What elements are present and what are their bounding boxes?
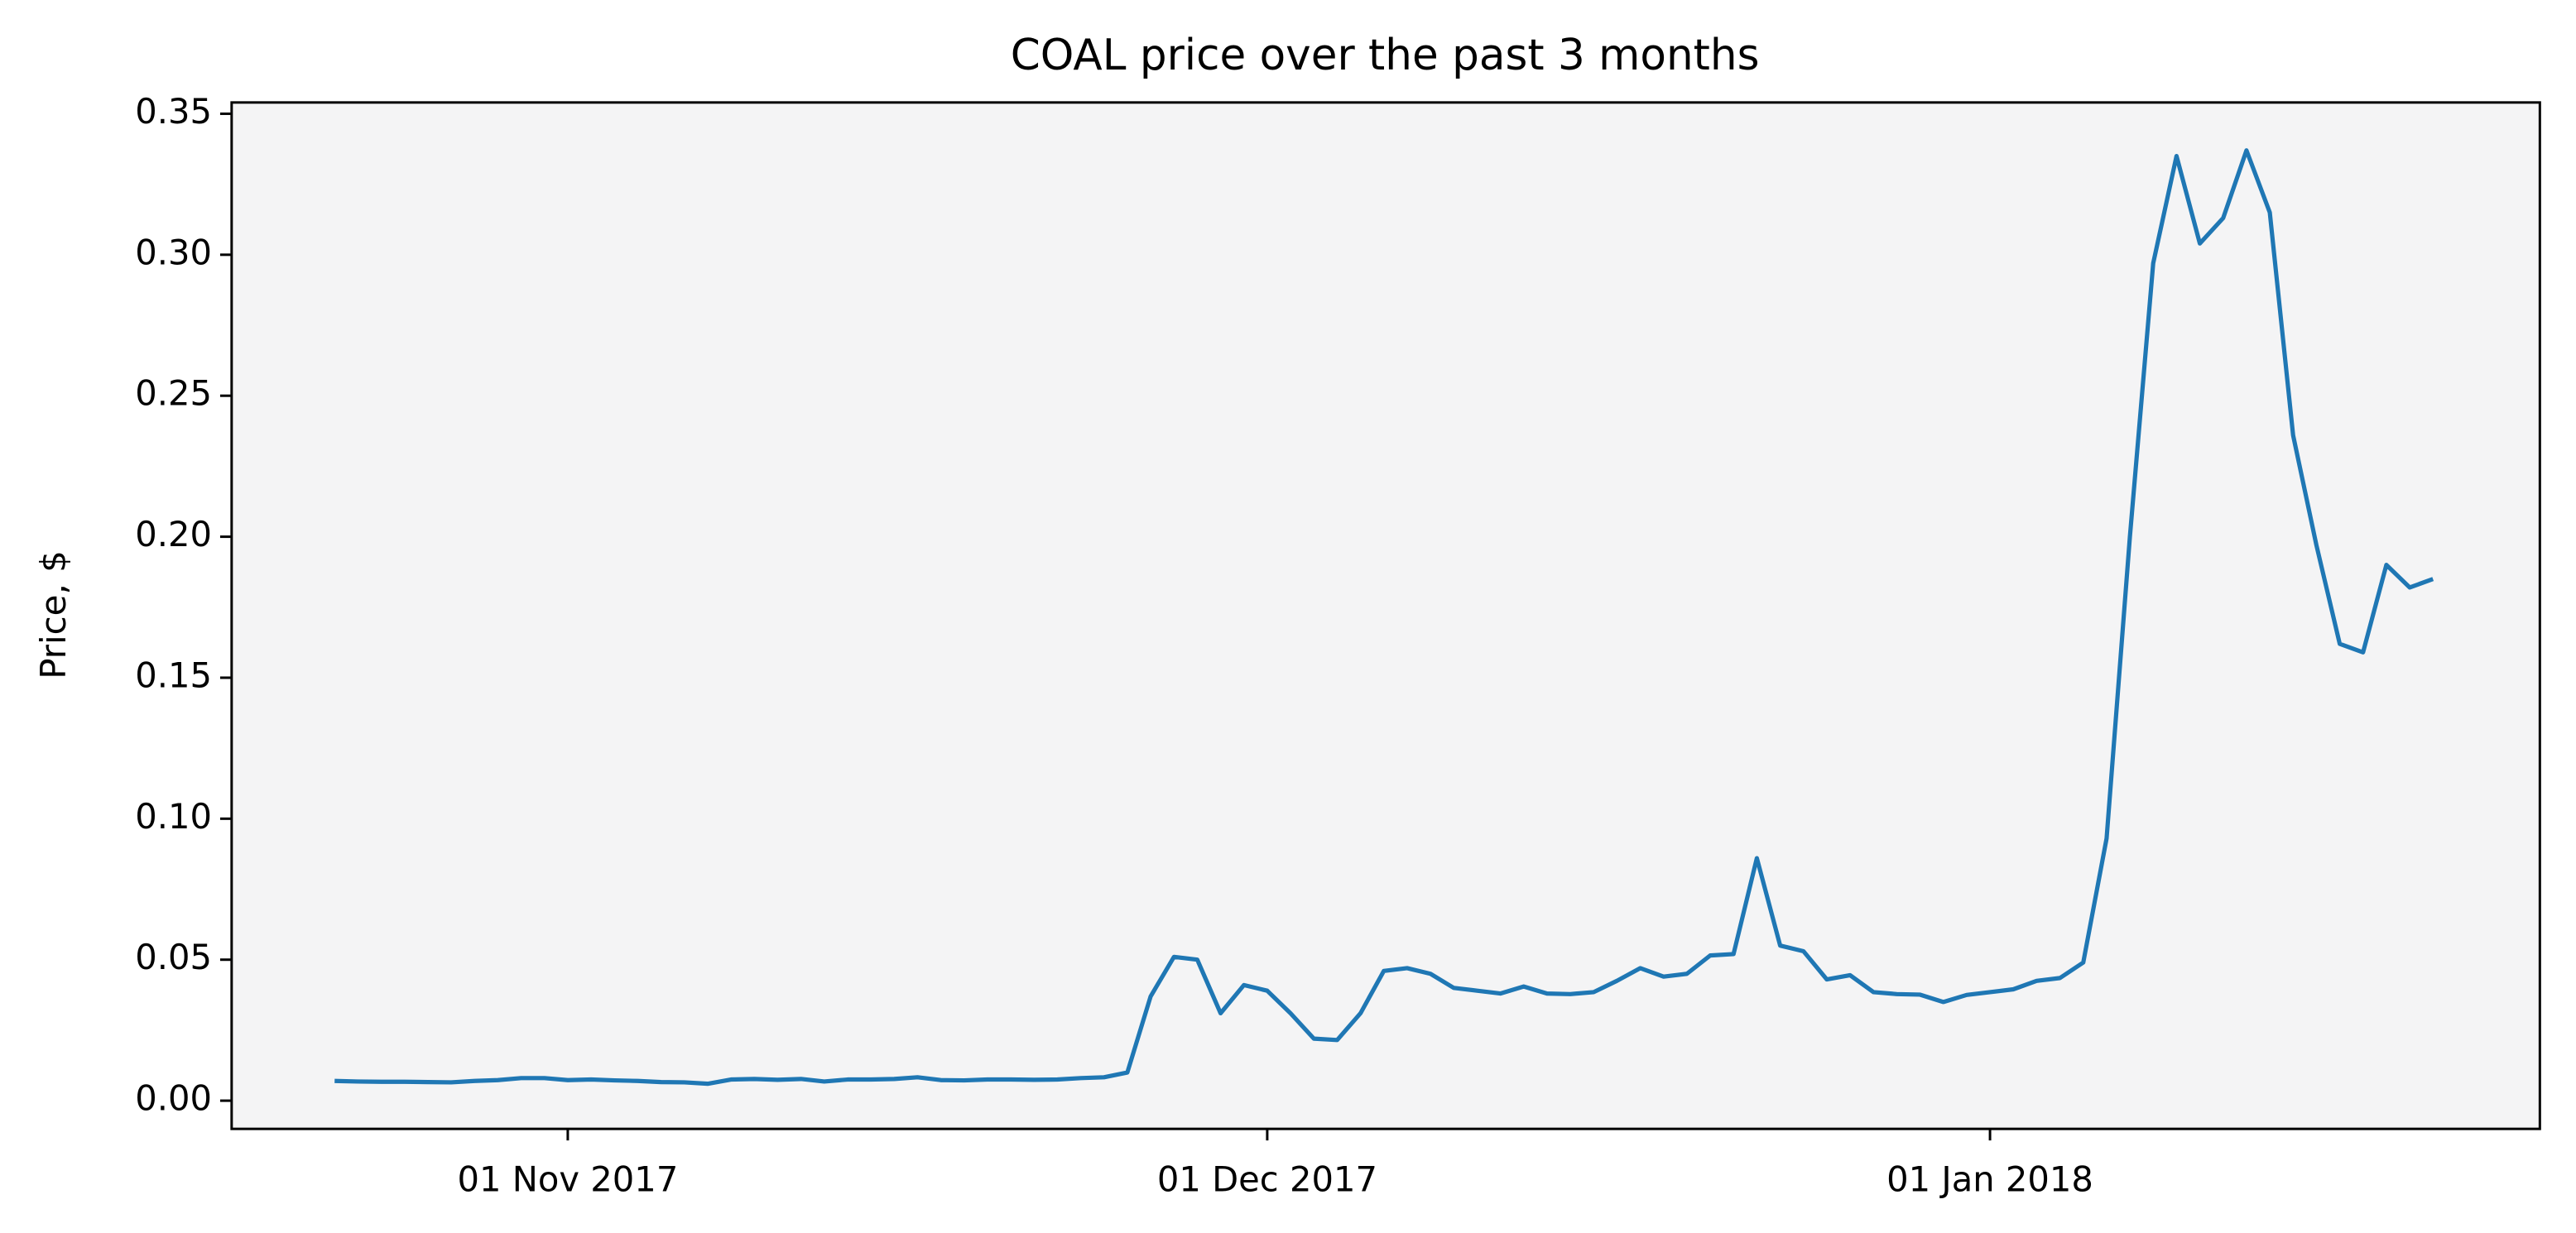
y-tick-label: 0.05 bbox=[135, 937, 212, 977]
x-tick-label: 01 Dec 2017 bbox=[1157, 1159, 1377, 1199]
plot-area bbox=[231, 102, 2540, 1130]
y-tick-label: 0.20 bbox=[135, 514, 212, 554]
y-tick-label: 0.25 bbox=[135, 373, 212, 414]
axes-frame bbox=[230, 101, 2541, 1130]
y-tick-label: 0.30 bbox=[135, 232, 212, 272]
y-tick-label: 0.00 bbox=[135, 1078, 212, 1119]
x-tick-label: 01 Nov 2017 bbox=[457, 1159, 678, 1199]
price-line bbox=[334, 148, 2434, 1087]
y-tick-label: 0.10 bbox=[135, 796, 212, 837]
x-tick-label: 01 Jan 2018 bbox=[1886, 1159, 2093, 1199]
chart-title: COAL price over the past 3 months bbox=[1011, 31, 1760, 80]
y-tick-label: 0.35 bbox=[135, 91, 212, 132]
y-axis-label: Price, $ bbox=[33, 550, 74, 679]
y-tick-label: 0.15 bbox=[135, 655, 212, 695]
